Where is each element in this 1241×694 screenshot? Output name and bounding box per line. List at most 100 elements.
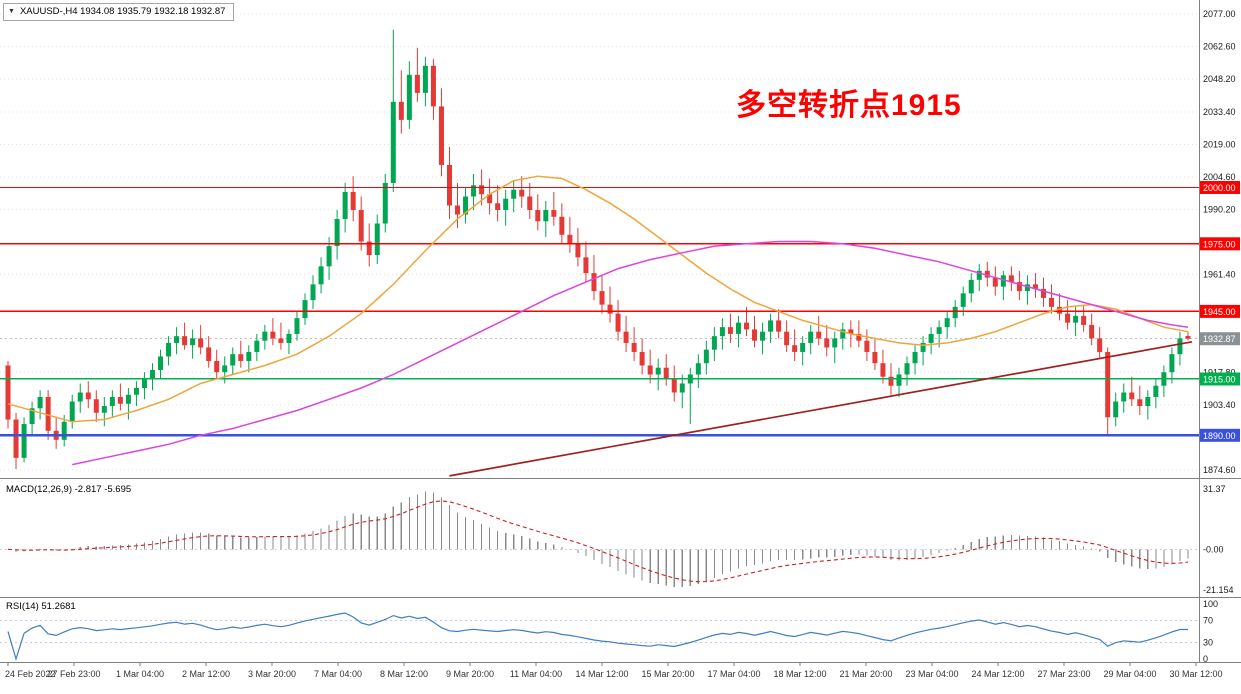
candle-body xyxy=(326,246,332,267)
candle-body xyxy=(896,374,902,386)
candle-body xyxy=(430,65,436,107)
candle-body xyxy=(663,367,669,379)
candle-body xyxy=(294,318,300,334)
candle-body xyxy=(487,194,493,204)
candle-body xyxy=(5,365,11,420)
symbol-ohlc-text: XAUUSD-,H4 1934.08 1935.79 1932.18 1932.… xyxy=(19,6,226,17)
price-level-badge-label: 2000.00 xyxy=(1203,183,1236,193)
rsi-tick-label: 100 xyxy=(1203,599,1218,609)
candle-body xyxy=(952,306,958,319)
candle-body xyxy=(463,196,469,215)
candle-body xyxy=(406,74,412,120)
time-axis-label: 24 Feb 2022 xyxy=(5,669,56,679)
candle-body xyxy=(711,336,717,350)
symbol-ohlc-readout[interactable]: ▼ XAUUSD-,H4 1934.08 1935.79 1932.18 193… xyxy=(3,3,235,21)
candle-body xyxy=(599,291,605,305)
candle-body xyxy=(101,406,107,413)
candle-body xyxy=(743,322,749,330)
candle-body xyxy=(968,279,974,294)
candle-body xyxy=(214,360,220,373)
candle-body xyxy=(414,74,420,93)
candle-body xyxy=(1097,338,1103,352)
price-level-badge-label: 1915.00 xyxy=(1203,374,1236,384)
candle-body xyxy=(1008,275,1014,283)
candle-body xyxy=(422,65,428,93)
candle-body xyxy=(880,363,886,377)
candle-body xyxy=(61,421,67,440)
candle-body xyxy=(69,401,75,422)
candle-body xyxy=(1145,397,1151,407)
time-axis-label: 15 Mar 20:00 xyxy=(641,669,694,679)
candle-body xyxy=(1153,385,1159,398)
ma-slow-line xyxy=(72,240,1189,466)
price-level-badge-label: 1890.00 xyxy=(1203,431,1236,441)
candle-body xyxy=(567,234,573,244)
candle-body xyxy=(888,376,894,386)
candle-body xyxy=(342,191,348,220)
candle-body xyxy=(864,340,870,352)
candle-body xyxy=(535,210,541,222)
candle-body xyxy=(446,164,452,206)
candle-body xyxy=(719,327,725,337)
candle-body xyxy=(1040,288,1046,298)
collapse-chevron-icon[interactable]: ▼ xyxy=(8,8,15,15)
candle-body xyxy=(230,354,236,366)
candle-body xyxy=(190,338,196,346)
candle-body xyxy=(109,397,115,407)
candle-body xyxy=(1089,324,1095,339)
candle-body xyxy=(125,394,131,404)
candle-body xyxy=(1024,284,1030,292)
candle-body xyxy=(808,331,814,343)
candle-body xyxy=(1073,315,1079,323)
time-axis-label: 7 Mar 04:00 xyxy=(314,669,362,679)
price-level-badge-label: 1975.00 xyxy=(1203,239,1236,249)
candle-body xyxy=(912,351,918,364)
candle-body xyxy=(575,243,581,258)
candle-body xyxy=(471,185,477,197)
macd-tick-label: -0.00 xyxy=(1203,544,1224,554)
candle-body xyxy=(591,273,597,292)
price-tick-label: 1874.60 xyxy=(1203,465,1236,475)
time-axis-label: 21 Mar 20:00 xyxy=(839,669,892,679)
candle-body xyxy=(37,397,43,409)
candle-body xyxy=(182,336,188,346)
ma-fast-line xyxy=(7,175,1189,423)
candle-body xyxy=(623,331,629,343)
rsi-line xyxy=(7,612,1188,662)
candle-body xyxy=(960,293,966,307)
candle-body xyxy=(679,383,685,393)
time-axis-label: 30 Mar 12:00 xyxy=(1169,669,1222,679)
candle-body xyxy=(551,210,557,217)
candle-body xyxy=(1121,392,1127,402)
candle-body xyxy=(166,342,172,357)
candle-body xyxy=(206,347,212,361)
price-level-badge xyxy=(1200,372,1240,386)
macd-tick-label: -21.154 xyxy=(1203,585,1234,595)
time-axis-label: 27 Feb 23:00 xyxy=(47,669,100,679)
price-level-badge-label: 1932.87 xyxy=(1203,334,1236,344)
candle-body xyxy=(647,365,653,375)
candle-body xyxy=(29,408,35,425)
candle-body xyxy=(727,327,733,334)
price-tick-label: 2019.00 xyxy=(1203,140,1236,150)
candle-body xyxy=(366,241,372,256)
candle-body xyxy=(784,331,790,346)
candle-body xyxy=(872,351,878,364)
price-tick-label: 2077.00 xyxy=(1203,9,1236,19)
candle-body xyxy=(1000,275,1006,287)
candle-body xyxy=(1057,306,1063,314)
candle-body xyxy=(13,419,19,458)
candle-body xyxy=(479,185,485,195)
candle-body xyxy=(1081,315,1087,325)
candle-body xyxy=(920,342,926,352)
price-level-badge xyxy=(1200,237,1240,251)
candle-body xyxy=(615,313,621,332)
candle-body xyxy=(350,191,356,211)
time-axis-label: 14 Mar 12:00 xyxy=(575,669,628,679)
candle-body xyxy=(334,219,340,247)
time-axis-label: 27 Mar 23:00 xyxy=(1037,669,1090,679)
candle-body xyxy=(85,392,91,400)
candle-body xyxy=(77,392,83,402)
candle-body xyxy=(149,369,155,379)
